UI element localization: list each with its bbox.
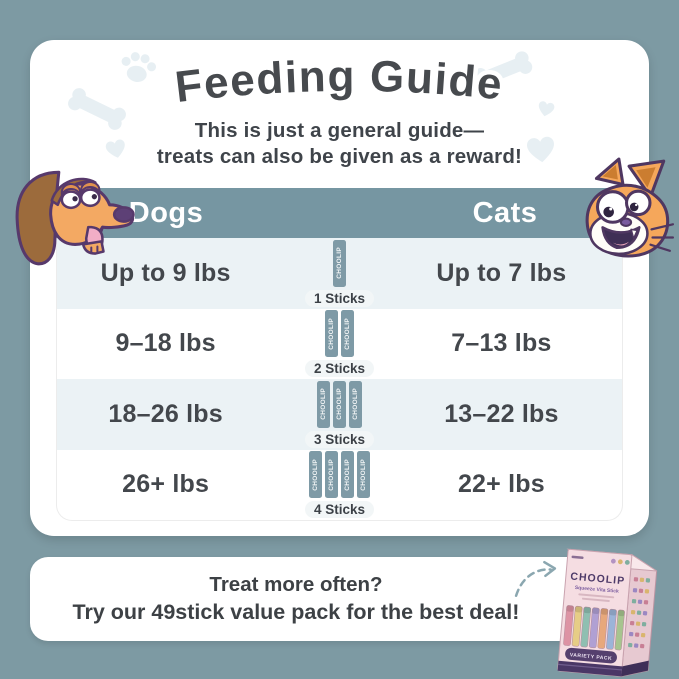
cat-weight-range: Up to 7 lbs (436, 258, 567, 287)
stick-brand-text: CHOOLIP (328, 458, 335, 491)
cat-weight-range: 7–13 lbs (451, 329, 552, 358)
treat-stick-icon: CHOOLIP (325, 451, 338, 499)
stick-brand-text: CHOOLIP (336, 388, 343, 421)
treat-stick-icon: CHOOLIP (349, 380, 362, 428)
stick-brand-text: CHOOLIP (344, 317, 351, 350)
value-pack-banner: Treat more often? Try our 49stick value … (30, 557, 622, 641)
box-variant-text: VARIETY PACK (570, 652, 613, 662)
box-brand-text: CHOOLIP (570, 571, 626, 588)
table-row: 9–18 lbs CHOOLIP CHOOLIP 2 Sticks 7–13 l… (57, 309, 622, 380)
dog-weight-range: 26+ lbs (122, 470, 210, 499)
curved-arrow-icon (514, 560, 557, 597)
page-title: Feeding Guide (168, 54, 509, 117)
treat-stick-icon: CHOOLIP (325, 310, 338, 358)
page-title-arc: Feeding Guide (168, 54, 509, 117)
stick-count-graphic: CHOOLIP CHOOLIP (325, 310, 354, 358)
dog-weight-range: Up to 9 lbs (100, 258, 231, 287)
sticks-count-label: 4 Sticks (304, 501, 375, 519)
table-row: 26+ lbs CHOOLIP CHOOLIP CHOOLIP CHOOLIP … (57, 450, 622, 521)
cat-weight-range: 13–22 lbs (444, 399, 559, 428)
stick-brand-text: CHOOLIP (336, 247, 343, 280)
subtitle-line-1: This is just a general guide— (194, 119, 485, 142)
stick-brand-text: CHOOLIP (344, 458, 351, 491)
treat-stick-icon: CHOOLIP (341, 310, 354, 358)
footer-message: Try our 49stick value pack for the best … (72, 600, 520, 624)
dog-weight-range: 9–18 lbs (115, 329, 216, 358)
stick-brand-text: CHOOLIP (352, 388, 359, 421)
svg-text:Feeding Guide: Feeding Guide (173, 54, 506, 112)
stick-brand-text: CHOOLIP (360, 458, 367, 491)
feeding-table: Up to 9 lbs CHOOLIP 1 Sticks Up to 7 lbs… (56, 238, 623, 521)
treat-stick-icon: CHOOLIP (333, 380, 346, 428)
cats-column-header: Cats (472, 196, 538, 229)
dog-weight-range: 18–26 lbs (108, 399, 223, 428)
sticks-count-label: 3 Sticks (304, 430, 375, 448)
cat-illustration (585, 157, 675, 258)
table-row: 18–26 lbs CHOOLIP CHOOLIP CHOOLIP 3 Stic… (57, 379, 622, 450)
dog-illustration (15, 170, 135, 266)
stick-brand-text: CHOOLIP (312, 458, 319, 491)
stick-brand-text: CHOOLIP (328, 317, 335, 350)
treat-stick-icon: CHOOLIP (341, 451, 354, 499)
stick-count-graphic: CHOOLIP CHOOLIP CHOOLIP (317, 380, 362, 428)
cat-weight-range: 22+ lbs (457, 470, 545, 499)
treat-stick-icon: CHOOLIP (333, 239, 346, 287)
footer-heading: Treat more often? (209, 573, 383, 596)
sticks-count-label: 1 Sticks (304, 289, 375, 307)
box-product-text: Squeeze Vita Stick (575, 585, 620, 595)
treat-stick-icon: CHOOLIP (317, 380, 330, 428)
stick-count-graphic: CHOOLIP (333, 239, 346, 287)
feeding-guide-card: Feeding Guide This is just a general gui… (30, 40, 649, 536)
stick-count-graphic: CHOOLIP CHOOLIP CHOOLIP CHOOLIP (309, 451, 370, 499)
subtitle: This is just a general guide— treats can… (30, 118, 649, 170)
subtitle-line-2: treats can also be given as a reward! (156, 145, 523, 168)
treat-stick-icon: CHOOLIP (357, 451, 370, 499)
dogs-column-header: Dogs (128, 196, 204, 229)
treat-stick-icon: CHOOLIP (309, 451, 322, 499)
table-row: Up to 9 lbs CHOOLIP 1 Sticks Up to 7 lbs (57, 238, 622, 309)
sticks-count-label: 2 Sticks (304, 360, 375, 378)
stick-brand-text: CHOOLIP (320, 388, 327, 421)
product-box-illustration: CHOOLIP Squeeze Vita Stick VARIETY PACK (557, 548, 658, 677)
